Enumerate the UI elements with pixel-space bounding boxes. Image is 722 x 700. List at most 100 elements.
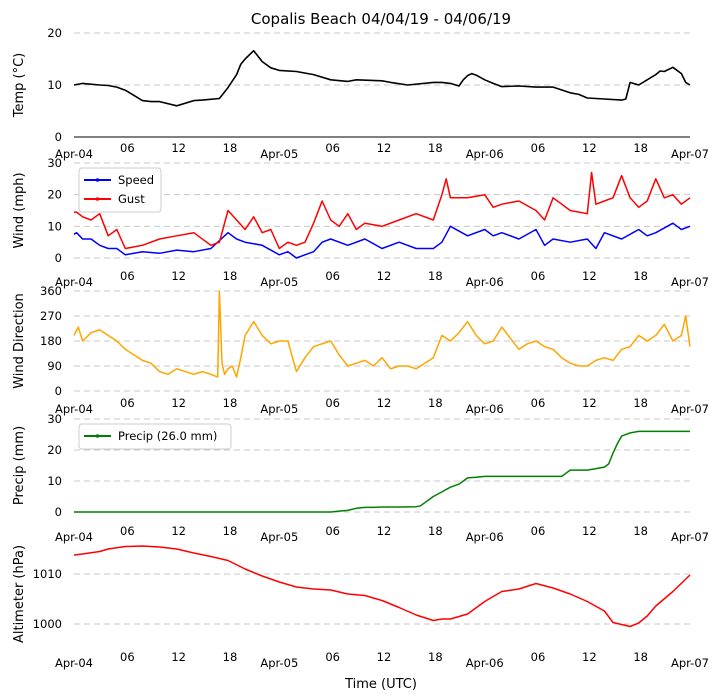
- dir-x-tick-label: Apr-05: [260, 402, 298, 416]
- dir-y-tick-label: 270: [40, 309, 62, 323]
- precip-legend-label: Precip (26.0 mm): [118, 429, 217, 443]
- temp-y-tick-label: 20: [47, 26, 62, 40]
- alt-x-tick-label: 18: [223, 650, 238, 664]
- precip-x-tick-label: Apr-07: [671, 530, 709, 544]
- alt-x-tick-label: 06: [325, 650, 340, 664]
- dir-x-tick-label: Apr-06: [466, 402, 504, 416]
- chart-panels: 0 10 20 Temp (°C) Apr-04 06 12 18 Apr-05 06 12 18 Ap…: [12, 26, 709, 670]
- panel-alt: 1000 1010 Altimeter (hPa) Apr-04 06 12 18 Apr-0…: [12, 545, 709, 670]
- wind-x-tick-label: 18: [633, 269, 648, 283]
- temp-x-tick-label: 12: [377, 141, 392, 155]
- wind-y-tick-label: 0: [55, 251, 62, 265]
- precip-x-tick-label: 18: [428, 524, 443, 538]
- precip-x-tick-label: 12: [582, 524, 597, 538]
- wind-legend: Speed Gust: [78, 167, 162, 213]
- precip-x-tick-label: 12: [171, 524, 186, 538]
- alt-x-tick-label: 18: [633, 650, 648, 664]
- wind-x-tick-label: 18: [223, 269, 238, 283]
- dir-y-axis-label: Wind Direction: [12, 293, 27, 389]
- alt-y-tick-label: 1010: [33, 567, 62, 581]
- alt-x-tick-label: 06: [120, 650, 135, 664]
- dir-y-tick-label: 0: [55, 384, 62, 398]
- dir-x-tick-label: 18: [428, 396, 443, 410]
- alt-x-tick-label: 12: [582, 650, 597, 664]
- dir-y-tick-label: 360: [40, 284, 62, 298]
- dir-x-tick-label: Apr-07: [671, 402, 709, 416]
- dir-series-direction: [73, 290, 691, 378]
- alt-y-axis-label: Altimeter (hPa): [12, 545, 27, 643]
- wind-x-tick-label: 18: [428, 269, 443, 283]
- temp-x-tick-label: 06: [325, 141, 340, 155]
- precip-x-tick-label: Apr-04: [55, 530, 93, 544]
- panel-dir: 0 90 180 270 360 Wind Direction Apr-04 06 12 18 Ap…: [12, 284, 709, 416]
- precip-x-tick-label: 18: [633, 524, 648, 538]
- dir-x-tick-label: 12: [582, 396, 597, 410]
- precip-y-tick-label: 10: [47, 474, 62, 488]
- temp-x-tick-label: Apr-05: [260, 147, 298, 161]
- wind-series-gust: [74, 171, 691, 250]
- alt-x-tick-label: 18: [428, 650, 443, 664]
- temp-series-temp: [73, 49, 691, 107]
- temp-x-tick-label: 12: [582, 141, 597, 155]
- dir-x-tick-label: 06: [531, 396, 546, 410]
- precip-y-tick-label: 30: [47, 412, 62, 426]
- wind-y-tick-label: 30: [47, 156, 62, 170]
- temp-y-tick-label: 0: [55, 130, 62, 144]
- wind-x-tick-label: Apr-05: [260, 275, 298, 289]
- wind-x-tick-label: 06: [325, 269, 340, 283]
- wind-x-tick-label: 06: [120, 269, 135, 283]
- precip-x-tick-label: 06: [120, 524, 135, 538]
- precip-series-precip-26-0-mm-: [74, 430, 690, 513]
- dir-x-tick-label: 12: [377, 396, 392, 410]
- precip-x-tick-label: 06: [531, 524, 546, 538]
- wind-x-tick-label: 12: [171, 269, 186, 283]
- alt-series-altimeter: [73, 545, 691, 628]
- dir-x-tick-label: Apr-04: [55, 402, 93, 416]
- precip-x-tick-label: Apr-06: [466, 530, 504, 544]
- wind-y-tick-label: 20: [47, 188, 62, 202]
- dir-x-tick-label: 06: [120, 396, 135, 410]
- alt-x-tick-label: Apr-04: [55, 656, 93, 670]
- wind-x-tick-label: 06: [531, 269, 546, 283]
- alt-x-tick-label: Apr-06: [466, 656, 504, 670]
- dir-y-tick-label: 180: [40, 334, 62, 348]
- temp-x-tick-label: 06: [120, 141, 135, 155]
- dir-y-tick-label: 90: [47, 359, 62, 373]
- alt-x-tick-label: Apr-05: [260, 656, 298, 670]
- wind-y-axis-label: Wind (mph): [12, 172, 27, 248]
- wind-x-tick-label: Apr-04: [55, 275, 93, 289]
- temp-x-tick-label: 06: [531, 141, 546, 155]
- temp-x-tick-label: 12: [171, 141, 186, 155]
- precip-legend: Precip (26.0 mm): [78, 423, 232, 450]
- x-axis-label: Time (UTC): [344, 677, 417, 692]
- panel-wind: 0 10 20 30 Wind (mph) Apr-04 06 12 18 Apr-05 06 12 1…: [12, 156, 709, 289]
- temp-x-tick-label: Apr-07: [671, 147, 709, 161]
- dir-x-tick-label: 06: [325, 396, 340, 410]
- wind-series-speed: [73, 222, 691, 259]
- precip-x-tick-label: 18: [223, 524, 238, 538]
- wind-x-tick-label: Apr-07: [671, 275, 709, 289]
- alt-x-tick-label: 06: [531, 650, 546, 664]
- precip-y-tick-label: 20: [47, 443, 62, 457]
- precip-y-axis-label: Precip (mm): [12, 426, 27, 505]
- wind-legend-label: Gust: [118, 192, 145, 206]
- precip-y-tick-label: 0: [55, 505, 62, 519]
- precip-legend-box: [78, 423, 232, 450]
- alt-x-tick-label: 12: [377, 650, 392, 664]
- dir-x-tick-label: 18: [633, 396, 648, 410]
- temp-x-tick-label: 18: [428, 141, 443, 155]
- wind-x-tick-label: Apr-06: [466, 275, 504, 289]
- temp-x-tick-label: 18: [223, 141, 238, 155]
- temp-x-tick-label: Apr-06: [466, 147, 504, 161]
- wind-x-tick-label: 12: [377, 269, 392, 283]
- chart-title: Copalis Beach 04/04/19 - 04/06/19: [251, 10, 511, 28]
- temp-x-tick-label: Apr-04: [55, 147, 93, 161]
- alt-x-tick-label: Apr-07: [671, 656, 709, 670]
- wind-legend-label: Speed: [118, 173, 154, 187]
- temp-y-axis-label: Temp (°C): [12, 53, 27, 119]
- precip-x-tick-label: 06: [325, 524, 340, 538]
- panel-temp: 0 10 20 Temp (°C) Apr-04 06 12 18 Apr-05 06 12 18 Ap…: [12, 26, 709, 161]
- wind-legend-marker: [95, 178, 100, 182]
- panel-precip: 0 10 20 30 Precip (mm) Apr-04 06 12 18 Apr-05 06 12…: [12, 412, 709, 544]
- precip-legend-marker: [95, 434, 100, 438]
